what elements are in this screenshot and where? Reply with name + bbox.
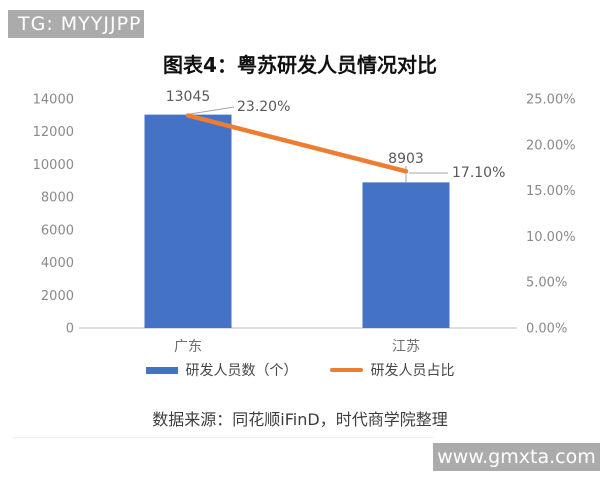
bar-data-label-1: 8903 (388, 151, 424, 167)
legend-line-swatch-icon (329, 368, 363, 372)
left-axis-tick-label: 8000 (41, 191, 74, 206)
left-axis-tick-label: 2000 (41, 289, 74, 304)
right-axis-tick-label: 0.00% (526, 322, 567, 337)
source-note: 数据来源：同花顺iFinD，时代商学院整理 (152, 410, 448, 429)
legend-bar-swatch-icon (145, 366, 178, 374)
bar-0 (144, 114, 232, 329)
right-axis-tick-label: 15.00% (526, 184, 576, 199)
legend-item-line-series: 研发人员占比 (329, 360, 455, 380)
right-axis-tick-label: 5.00% (526, 276, 567, 291)
right-axis-tick-label: 20.00% (526, 138, 576, 153)
legend-line-label: 研发人员占比 (370, 363, 455, 379)
left-axis-tick-label: 6000 (41, 223, 74, 238)
right-axis-tick-label: 25.00% (526, 93, 576, 108)
category-label-1: 江苏 (392, 339, 420, 355)
category-label-0: 广东 (174, 339, 202, 355)
legend-item-bar-series: 研发人员数（个） (145, 360, 298, 380)
left-axis-tick-label: 4000 (41, 256, 74, 271)
leader-line-pct-0 (189, 106, 235, 115)
bottom-divider (13, 437, 433, 438)
legend-bar-label: 研发人员数（个） (185, 363, 298, 379)
tg-watermark-badge: TG: MYYJJPP (8, 10, 144, 38)
left-axis-tick-label: 10000 (33, 158, 74, 173)
bar-1 (362, 182, 450, 328)
left-axis-tick-label: 12000 (33, 125, 74, 140)
left-axis-tick-label: 14000 (33, 93, 74, 108)
chart-legend: 研发人员数（个） 研发人员占比 (0, 359, 600, 381)
line-data-label-1: 17.10% (452, 165, 505, 181)
chart-title: 图表4：粤苏研发人员情况对比 (163, 53, 437, 77)
line-data-label-0: 23.20% (237, 99, 290, 115)
line-series (185, 113, 409, 174)
right-axis-tick-label: 10.00% (526, 230, 576, 245)
bar-data-label-0: 13045 (166, 89, 211, 105)
site-watermark: www.gmxta.com (433, 443, 600, 471)
left-axis-tick-label: 0 (66, 322, 74, 337)
